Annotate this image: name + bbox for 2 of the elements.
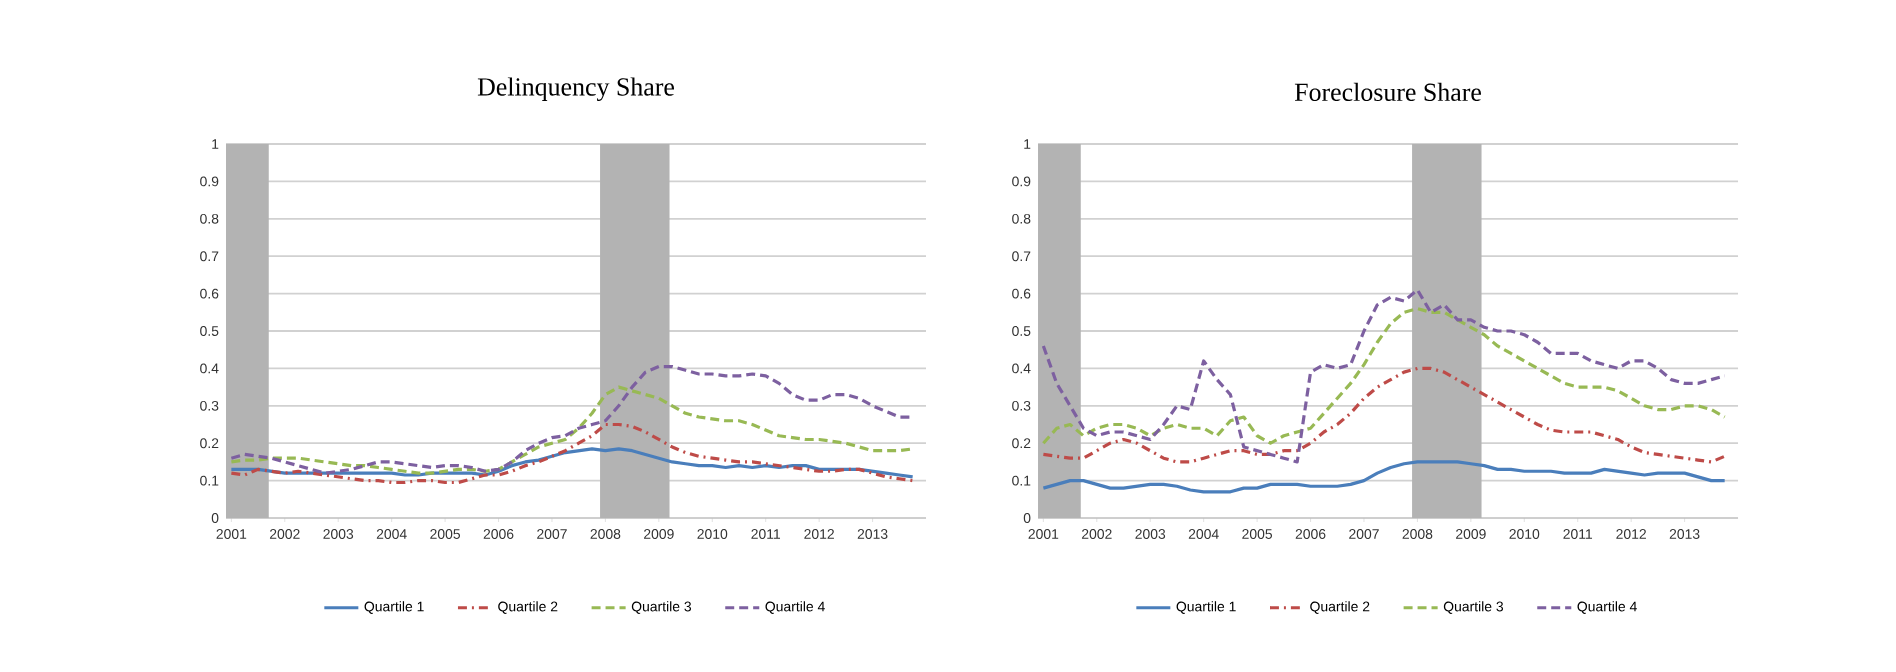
chart-title: Delinquency Share xyxy=(477,77,674,102)
chart-title: Foreclosure Share xyxy=(1294,82,1481,102)
